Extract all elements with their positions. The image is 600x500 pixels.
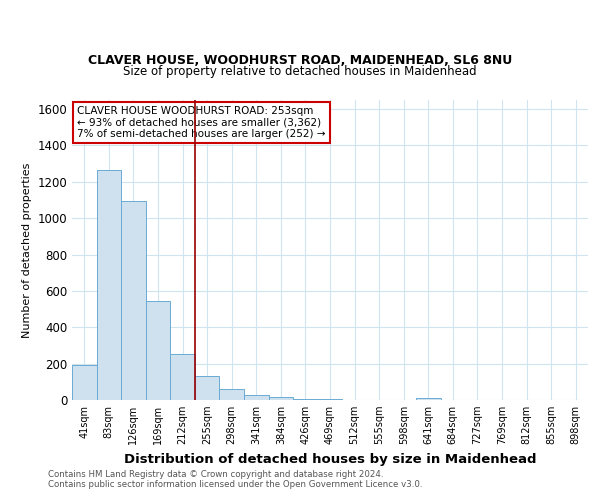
Bar xyxy=(170,354,195,400)
Bar xyxy=(293,398,318,400)
Bar xyxy=(121,201,146,400)
Bar xyxy=(244,395,269,400)
Bar xyxy=(72,364,97,400)
Bar xyxy=(97,170,121,400)
Text: CLAVER HOUSE, WOODHURST ROAD, MAIDENHEAD, SL6 8NU: CLAVER HOUSE, WOODHURST ROAD, MAIDENHEAD… xyxy=(88,54,512,68)
Bar xyxy=(220,389,244,400)
Bar xyxy=(195,376,220,400)
Text: Contains public sector information licensed under the Open Government Licence v3: Contains public sector information licen… xyxy=(48,480,422,489)
Text: Contains HM Land Registry data © Crown copyright and database right 2024.: Contains HM Land Registry data © Crown c… xyxy=(48,470,383,479)
Bar xyxy=(416,398,440,400)
Bar xyxy=(146,301,170,400)
Bar xyxy=(269,398,293,400)
Y-axis label: Number of detached properties: Number of detached properties xyxy=(22,162,32,338)
X-axis label: Distribution of detached houses by size in Maidenhead: Distribution of detached houses by size … xyxy=(124,452,536,466)
Text: CLAVER HOUSE WOODHURST ROAD: 253sqm
← 93% of detached houses are smaller (3,362): CLAVER HOUSE WOODHURST ROAD: 253sqm ← 93… xyxy=(77,106,326,139)
Text: Size of property relative to detached houses in Maidenhead: Size of property relative to detached ho… xyxy=(123,64,477,78)
